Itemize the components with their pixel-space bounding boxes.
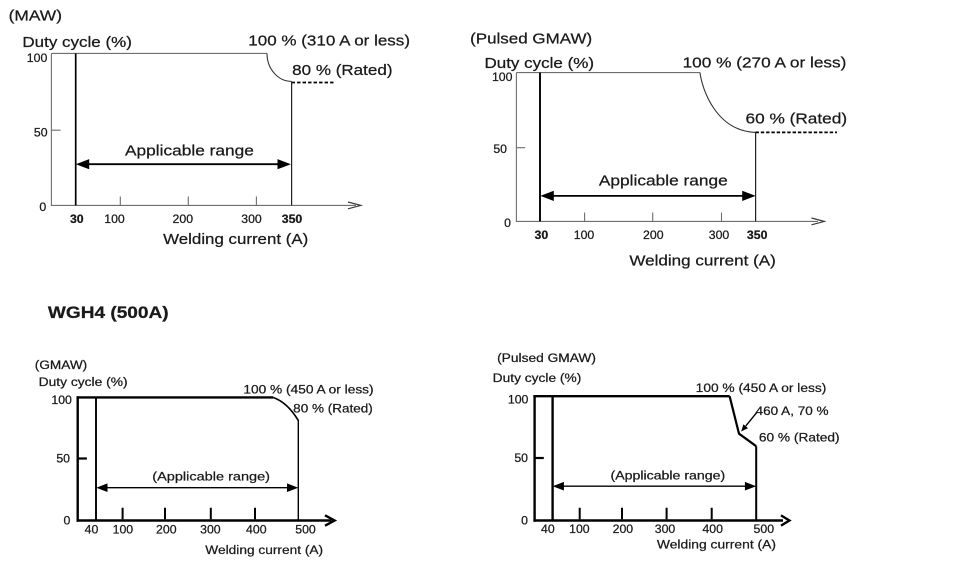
svg-text:Duty cycle (%): Duty cycle (%) [39, 375, 128, 389]
svg-text:50: 50 [34, 126, 48, 140]
svg-text:Welding current (A): Welding current (A) [205, 543, 323, 557]
svg-text:100: 100 [27, 51, 48, 65]
svg-text:350: 350 [747, 228, 768, 242]
svg-text:500: 500 [295, 522, 316, 536]
svg-text:400: 400 [702, 522, 723, 536]
svg-text:200: 200 [156, 522, 177, 536]
svg-text:(GMAW): (GMAW) [35, 358, 87, 372]
svg-text:WGH4 (500A): WGH4 (500A) [48, 303, 169, 322]
svg-text:200: 200 [643, 228, 664, 242]
svg-text:0: 0 [521, 514, 528, 528]
svg-text:100: 100 [492, 70, 513, 84]
svg-text:100 % (450 A or less): 100 % (450 A or less) [696, 381, 827, 395]
svg-text:400: 400 [246, 522, 267, 536]
svg-text:50: 50 [514, 451, 528, 465]
svg-text:300: 300 [241, 212, 262, 226]
svg-text:30: 30 [70, 212, 84, 226]
svg-text:300: 300 [200, 522, 221, 536]
svg-text:60 % (Rated): 60 % (Rated) [759, 431, 840, 445]
svg-text:(Pulsed GMAW): (Pulsed GMAW) [497, 351, 596, 365]
svg-text:Applicable range: Applicable range [599, 173, 728, 190]
svg-text:Applicable range: Applicable range [125, 142, 254, 159]
svg-text:80 % (Rated): 80 % (Rated) [293, 401, 373, 415]
svg-text:0: 0 [39, 200, 46, 214]
svg-text:40: 40 [541, 522, 555, 536]
svg-text:460 A, 70 %: 460 A, 70 % [756, 404, 829, 418]
svg-text:100: 100 [508, 392, 529, 406]
svg-text:40: 40 [85, 522, 99, 536]
svg-text:100 % (310 A or less): 100 % (310 A or less) [248, 33, 410, 50]
svg-text:200: 200 [613, 522, 634, 536]
svg-text:50: 50 [493, 142, 507, 156]
svg-text:100: 100 [569, 522, 590, 536]
svg-text:100 % (450 A or less): 100 % (450 A or less) [243, 383, 373, 397]
svg-text:Welding current (A): Welding current (A) [657, 538, 776, 552]
svg-text:(MAW): (MAW) [9, 8, 62, 25]
svg-text:Welding current (A): Welding current (A) [629, 252, 775, 269]
svg-text:500: 500 [754, 522, 775, 536]
svg-text:200: 200 [173, 212, 194, 226]
svg-text:(Applicable range): (Applicable range) [611, 469, 726, 483]
svg-text:60 % (Rated): 60 % (Rated) [746, 110, 848, 127]
svg-text:(Pulsed GMAW): (Pulsed GMAW) [470, 31, 592, 48]
svg-text:350: 350 [282, 212, 303, 226]
svg-text:(Applicable range): (Applicable range) [152, 470, 270, 484]
svg-text:100: 100 [104, 212, 125, 226]
svg-text:0: 0 [504, 216, 511, 230]
svg-text:300: 300 [709, 228, 730, 242]
svg-text:Duty cycle (%): Duty cycle (%) [485, 55, 595, 72]
svg-text:100: 100 [51, 393, 72, 407]
svg-text:0: 0 [63, 514, 70, 528]
svg-text:300: 300 [655, 522, 676, 536]
svg-text:30: 30 [535, 228, 549, 242]
svg-text:Duty cycle (%): Duty cycle (%) [22, 34, 132, 51]
svg-text:100 % (270 A or less): 100 % (270 A or less) [683, 55, 847, 72]
svg-text:Welding current (A): Welding current (A) [163, 231, 308, 248]
svg-text:Duty cycle (%): Duty cycle (%) [493, 371, 582, 385]
svg-text:100: 100 [574, 228, 595, 242]
svg-text:100: 100 [113, 522, 134, 536]
svg-text:50: 50 [56, 451, 70, 465]
svg-text:80 % (Rated): 80 % (Rated) [292, 62, 392, 79]
